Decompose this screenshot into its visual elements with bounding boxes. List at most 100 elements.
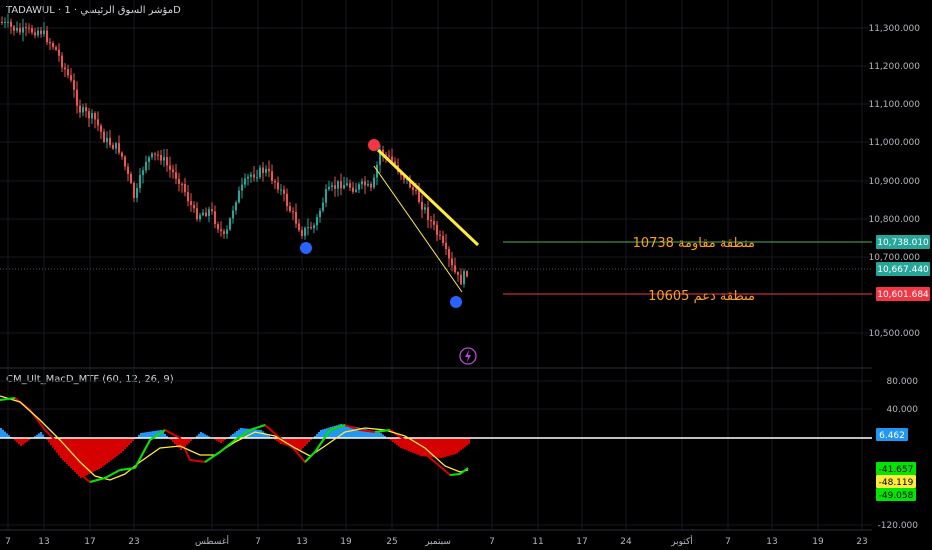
candle-body [442,235,444,243]
time-tick-label: 13 [766,537,777,547]
macd-histogram-bar [268,435,270,438]
macd-histogram-bar [64,438,66,462]
macd-histogram-bar [26,438,28,442]
candle-body [187,192,189,202]
candle-body [466,271,468,277]
candle-body [337,181,339,189]
candle-body [217,224,219,230]
candle-body [310,227,312,229]
macd-axis[interactable]: 80.000 40.000 -120.000 [878,377,919,531]
macd-histogram-bar [456,438,458,454]
macd-histogram-bar [100,438,102,468]
macd-histogram-bar [144,432,146,438]
macd-histogram-bar [392,438,394,442]
macd-histogram-bar [324,428,326,438]
macd-histogram-bar [356,427,358,438]
macd-histogram-bar [278,438,280,443]
candle-body [436,224,438,235]
macd-histogram-bar [360,428,362,438]
candle-body [91,113,93,119]
macd-histogram-bar [16,438,18,443]
blue-dot-marker[interactable] [450,296,462,308]
macd-histogram-bar [4,431,6,438]
candle-body [112,144,114,149]
candle-body [10,21,12,27]
candle-body [166,157,168,166]
macd-line-segment [374,429,391,433]
price-axis[interactable]: 11,300.000 11,200.000 11,100.000 11,000.000… [868,24,920,339]
candle-body [64,67,66,70]
trend-line-lower[interactable] [373,165,463,293]
macd-histogram-bar [160,430,162,438]
macd-histogram-bar [42,434,44,438]
time-tick-label: 23 [128,537,139,547]
macd-histogram-bar [426,438,428,457]
candle-body [394,161,396,165]
macd-tag-3: -49.058 [876,488,916,501]
macd-histogram-bar [418,438,420,456]
macd-histogram-bar [8,435,10,438]
macd-line-segment [219,439,236,453]
lightning-icon[interactable] [459,347,477,365]
macd-histogram-bar [58,438,60,456]
candle-body [163,157,165,161]
macd-histogram-bar [310,438,312,440]
macd-histogram-bar [294,438,296,449]
macd-histogram-bar [56,438,58,453]
blue-dot-marker[interactable] [300,242,312,254]
macd-histogram-bar [466,438,468,446]
macd-histogram-bar [380,433,382,438]
time-tick-label: 25 [386,537,397,547]
macd-histogram-bar [66,438,68,464]
macd-histogram-bar [208,436,210,438]
candle-body [409,178,411,188]
macd-histogram-bar [86,438,88,475]
candle-body [145,161,147,171]
macd-histogram-bar [340,424,342,438]
macd-histogram-bar [98,438,100,469]
support-annotation[interactable]: منطقة دعم 10605 [648,289,755,304]
macd-tick-label: 40.000 [887,405,919,415]
candle-body [94,113,96,120]
candle-body [4,21,6,23]
candle-body [454,265,456,273]
time-tick-label: أكتوبر [670,535,693,547]
macd-histogram-bar [460,438,462,451]
macd-histogram-bar [28,438,30,441]
price-tick-label: 11,000.000 [868,138,920,148]
macd-histogram-bar [254,429,256,438]
candle-body [88,111,90,119]
candle-body [103,131,105,142]
red-dot-marker[interactable] [368,139,380,151]
time-tick-label: أغسطس [195,535,229,547]
macd-histogram-bar [432,438,434,458]
time-axis[interactable]: 7 13 17 23 أغسطس 7 13 19 25 سبتمبر 7 11 17 24 أكتوبر 7 1… [5,535,868,547]
macd-histogram-bar [80,438,82,478]
time-tick-label: سبتمبر [424,537,451,547]
macd-line-segment [329,424,346,431]
candle-body [73,80,75,90]
candle-body [424,207,426,210]
macd-histogram-bar [248,428,250,438]
resistance-price-tag: 10,738.010 [876,235,930,249]
macd-histogram-bar [430,438,432,457]
macd-histogram-bar [142,432,144,438]
candle-body [277,182,279,190]
candle-body [346,183,348,186]
resistance-annotation[interactable]: منطقة مقاومة 10738 [633,236,755,251]
time-tick-label: 7 [255,537,261,547]
candle-body [172,169,174,173]
trend-line-upper[interactable] [376,148,480,247]
macd-histogram-bar [222,438,224,442]
candle-body [364,181,366,186]
macd-histogram-bar [140,433,142,438]
candle-body [25,27,27,29]
candle-body [382,149,384,155]
macd-histogram-bar [286,438,288,446]
time-tick-label: 24 [620,537,632,547]
macd-histogram-bar [22,438,24,445]
price-tick-label: 10,500.000 [868,329,920,339]
macd-histogram-bar [316,434,318,438]
candle-body [121,152,123,157]
